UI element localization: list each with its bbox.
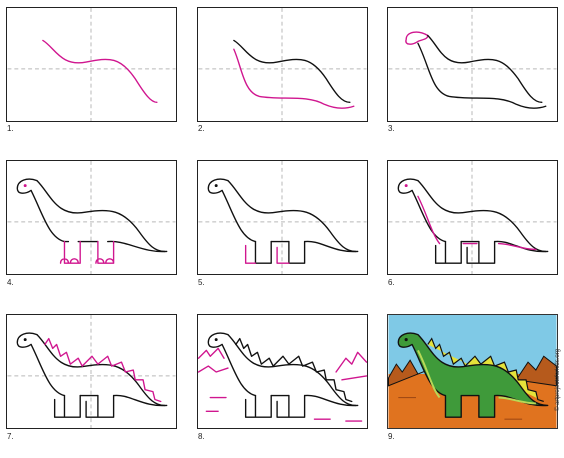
legs — [53, 394, 115, 418]
step-5-panel — [197, 160, 368, 275]
underbelly-stripe — [417, 195, 537, 251]
step-4-number: 4. — [7, 278, 14, 287]
step-7-panel — [6, 314, 177, 429]
left-mountains — [198, 347, 229, 373]
back-line — [427, 34, 543, 104]
back-plates — [235, 337, 353, 403]
eye — [404, 337, 408, 342]
head — [207, 178, 229, 194]
step-8-number: 8. — [198, 432, 205, 441]
head — [16, 332, 38, 348]
step-2-panel — [197, 7, 368, 122]
head — [16, 178, 38, 194]
right-mountains — [335, 351, 367, 381]
legs — [244, 394, 306, 418]
step-7-number: 7. — [7, 432, 14, 441]
legs — [434, 240, 496, 264]
step-9-panel — [387, 314, 558, 429]
credit-text: © artprojectsforkids.org — [555, 348, 561, 412]
dinosaur-body — [397, 332, 549, 418]
step-3-number: 3. — [388, 124, 395, 133]
back-line — [227, 179, 357, 253]
step-4-drawing — [7, 161, 176, 274]
step-2-drawing — [198, 8, 367, 121]
legs — [254, 240, 306, 264]
back-line — [36, 179, 166, 253]
step-6-drawing — [388, 161, 557, 274]
step-3-drawing — [388, 8, 557, 121]
step-9-number: 9. — [388, 432, 395, 441]
back-line — [417, 179, 547, 253]
head — [207, 332, 229, 348]
step-2-number: 2. — [198, 124, 205, 133]
underbelly-stripe — [417, 349, 536, 405]
belly-line — [221, 189, 359, 253]
step-1-drawing — [7, 8, 176, 121]
eye — [214, 184, 218, 188]
step-6-number: 6. — [388, 278, 395, 287]
ground-marks — [398, 396, 523, 420]
step-5-drawing — [198, 161, 367, 274]
credit-watermark: © artprojectsforkids.org — [553, 320, 563, 440]
neck-belly-line — [417, 42, 547, 109]
back-curve-line — [42, 39, 158, 104]
ground-marks — [205, 396, 363, 422]
eye — [214, 338, 218, 342]
eye — [23, 338, 27, 342]
eye — [404, 184, 408, 188]
step-8-drawing — [198, 332, 367, 422]
right-mountains — [515, 355, 557, 387]
step-1-number: 1. — [7, 124, 14, 133]
back-plates — [44, 337, 162, 403]
step-7-drawing — [7, 315, 176, 428]
step-3-panel — [387, 7, 558, 122]
step-4-panel — [6, 160, 177, 275]
head — [397, 178, 419, 194]
eye — [23, 184, 27, 188]
step-9-colored-drawing — [388, 315, 557, 428]
belly-line — [221, 343, 359, 407]
back-leg — [95, 240, 115, 264]
step-8-panel — [197, 314, 368, 429]
front-leg — [59, 240, 81, 264]
step-6-panel — [387, 160, 558, 275]
head-shape — [405, 31, 429, 45]
far-legs — [244, 244, 290, 264]
belly-line — [30, 343, 168, 407]
back-line — [233, 39, 351, 104]
step-1-panel — [6, 7, 177, 122]
step-5-number: 5. — [198, 278, 205, 287]
left-mountains — [388, 359, 428, 387]
neck-belly-line — [233, 48, 355, 109]
